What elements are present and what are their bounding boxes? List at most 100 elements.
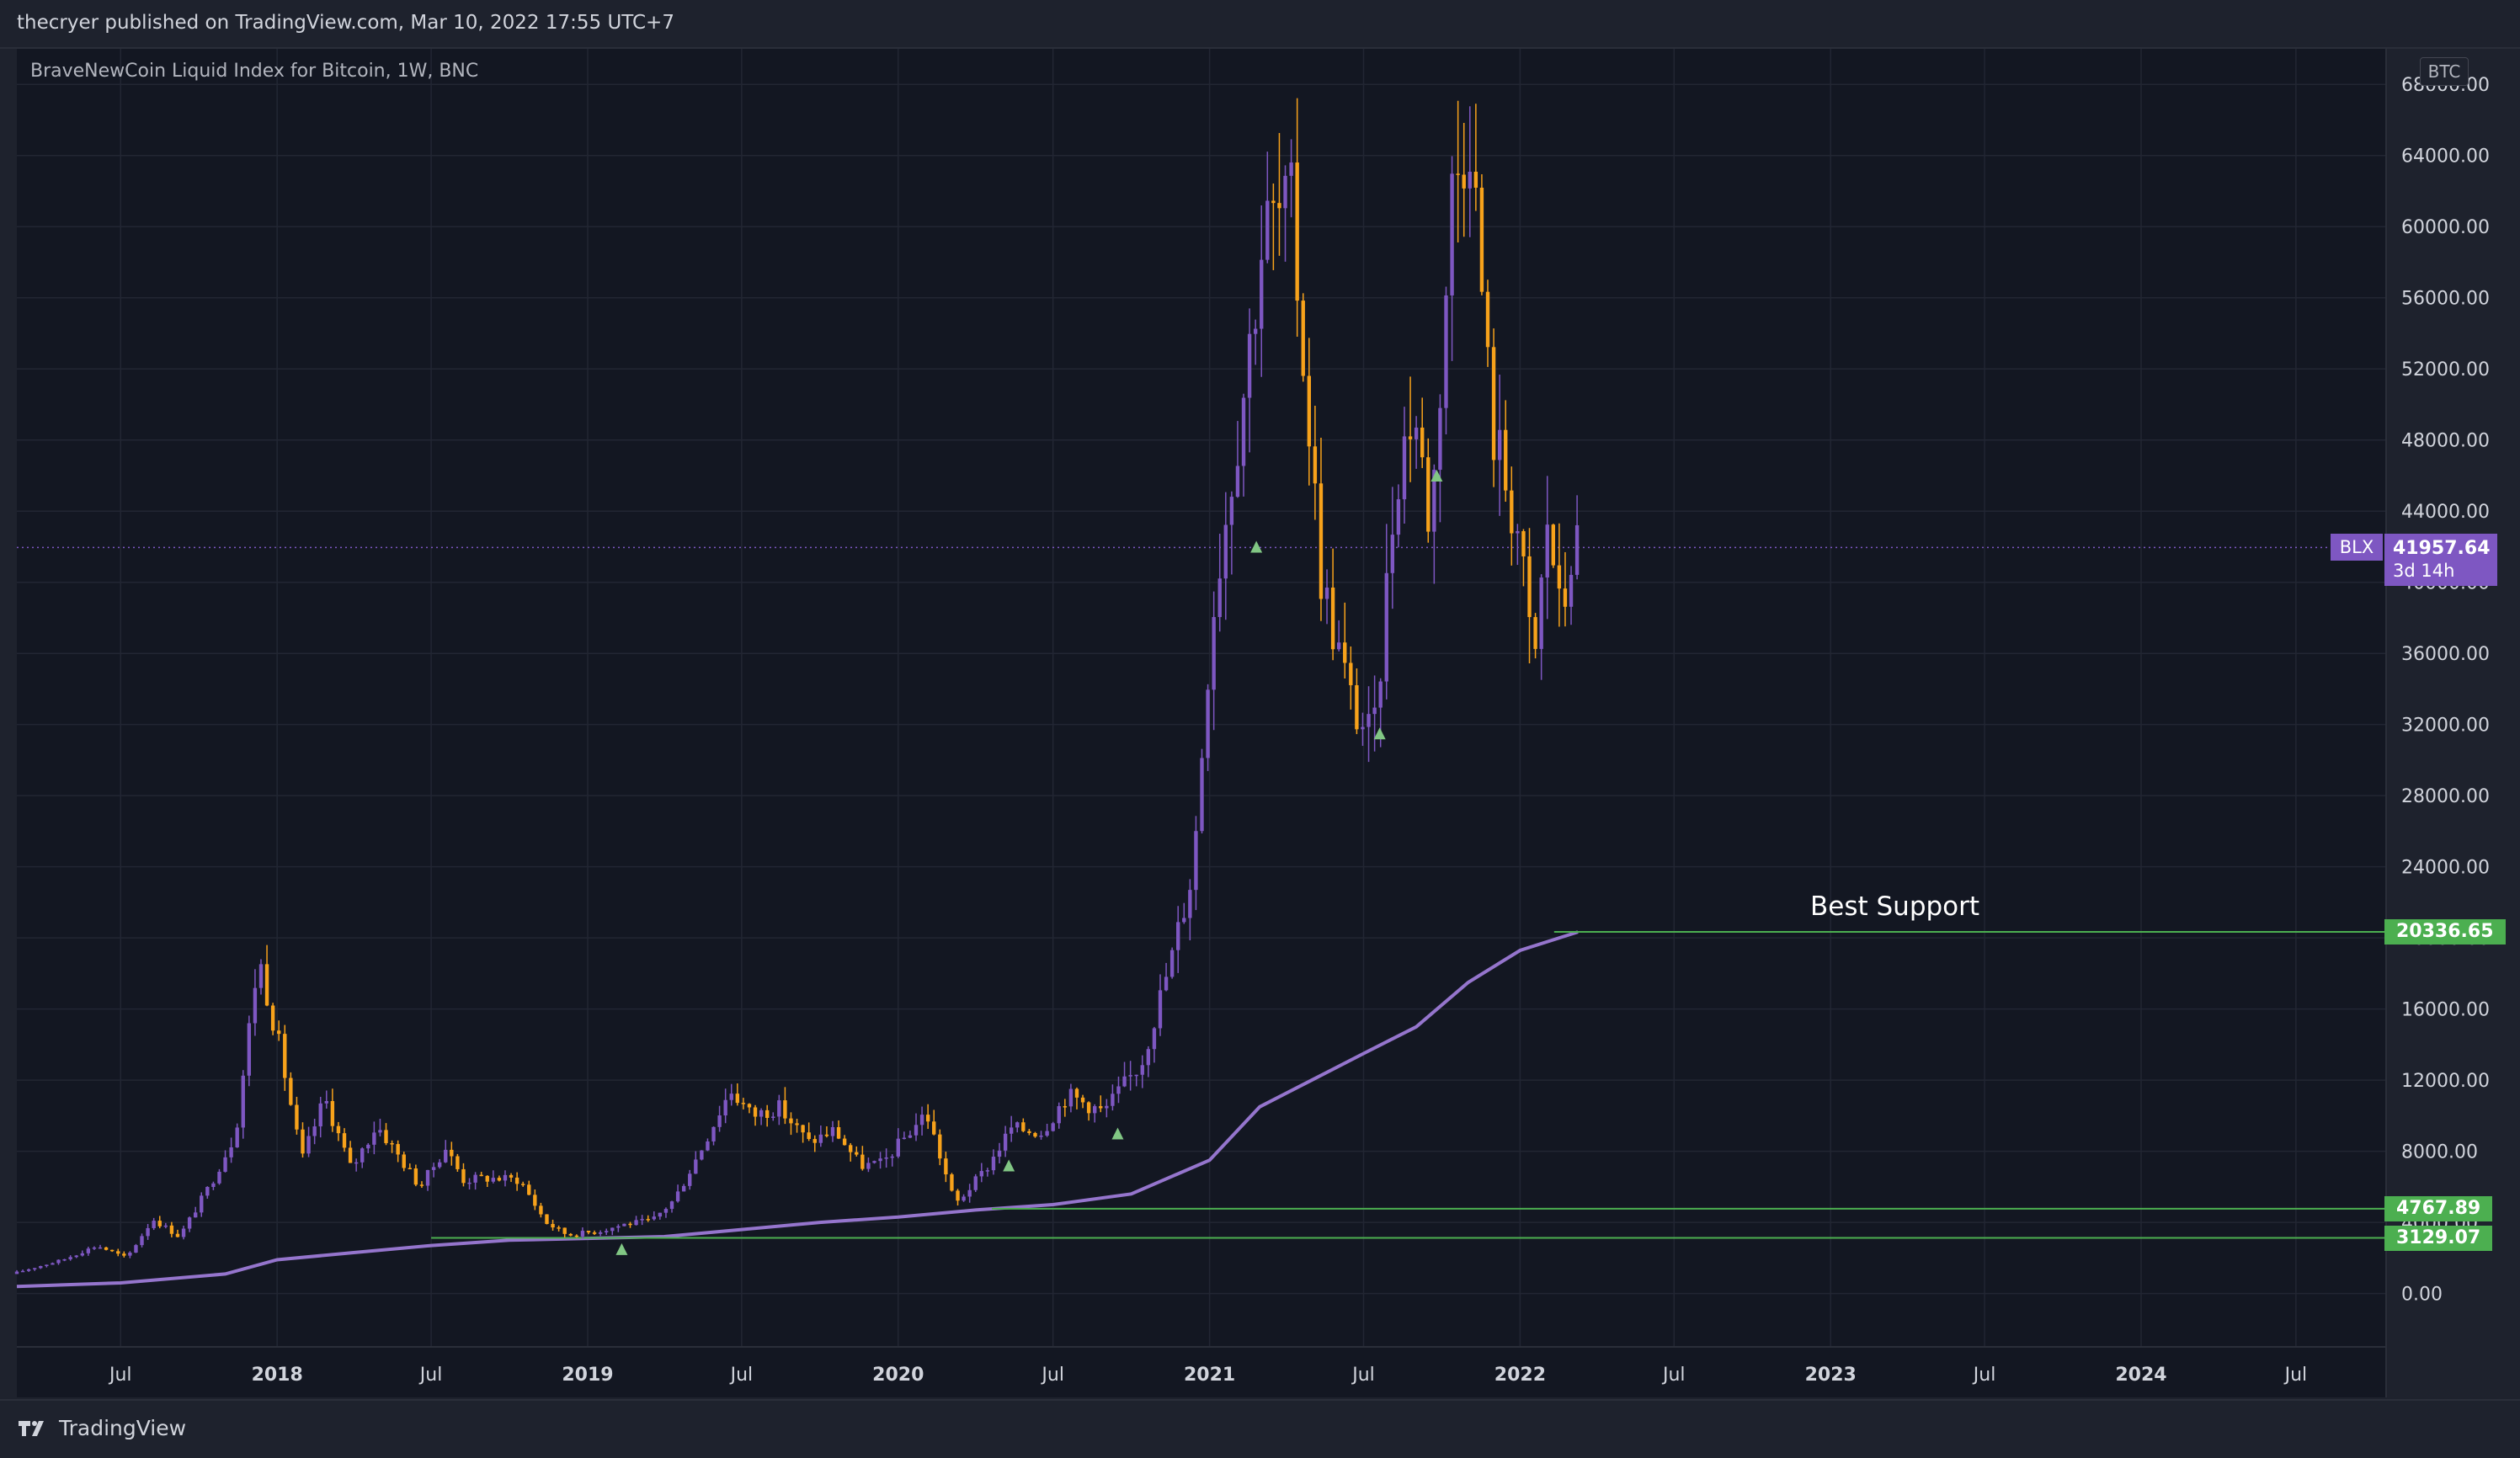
candle-body	[1330, 588, 1335, 650]
candle-body	[557, 1227, 561, 1229]
candle-body	[62, 1258, 67, 1261]
y-tick-label: 52000.00	[2401, 359, 2490, 380]
candle-body	[866, 1163, 871, 1169]
time-scale[interactable]: Jul 2018 Jul 2019 Jul 2020 Jul 2021 Jul 2022 Jul 20…	[108, 1365, 2307, 1386]
candle-body	[723, 1099, 727, 1116]
candle-body	[26, 1269, 31, 1271]
symbol-tag: BLX	[2331, 534, 2383, 561]
candle-body	[777, 1100, 781, 1117]
publisher-info: thecryer published on TradingView.com, M…	[17, 12, 674, 34]
candle-body	[1093, 1106, 1097, 1114]
y-tick-label: 48000.00	[2401, 431, 2490, 452]
candle-body	[86, 1248, 91, 1253]
candle-body	[521, 1184, 525, 1185]
candle-body	[175, 1233, 180, 1237]
candle-body	[640, 1219, 644, 1221]
candle-body	[1557, 565, 1562, 589]
candle-body	[200, 1195, 204, 1213]
candle-body	[80, 1253, 84, 1256]
candle-body	[1247, 333, 1252, 398]
candle-body	[1295, 162, 1299, 301]
candle-body	[1140, 1065, 1144, 1075]
y-tick-label: 24000.00	[2401, 858, 2490, 879]
y-tick-label: 16000.00	[2401, 1000, 2490, 1021]
candle-body	[1563, 588, 1568, 607]
candle-body	[1194, 831, 1198, 891]
candle-body	[1372, 707, 1377, 715]
candle-body	[896, 1138, 900, 1157]
candle-body	[295, 1104, 299, 1130]
candle-body	[753, 1107, 758, 1117]
candle-body	[729, 1094, 733, 1100]
candle-body	[419, 1184, 424, 1186]
candle-body	[1045, 1131, 1049, 1136]
candle-body	[1384, 572, 1388, 682]
candle-body	[431, 1167, 436, 1170]
candle-body	[461, 1168, 466, 1184]
candle-body	[1533, 617, 1537, 649]
candle-body	[1111, 1094, 1115, 1106]
candle-body	[479, 1174, 483, 1177]
candle-body	[1450, 173, 1454, 295]
candle-body	[140, 1236, 144, 1246]
candle-body	[1349, 662, 1353, 685]
candle-body	[884, 1157, 888, 1159]
candle-body	[157, 1221, 162, 1227]
candle-body	[396, 1144, 400, 1155]
candle-body	[1105, 1105, 1109, 1109]
best-support-label[interactable]: Best Support	[1810, 891, 1980, 923]
candle-body	[92, 1247, 97, 1249]
candle-body	[1241, 397, 1246, 466]
candle-body	[878, 1158, 882, 1162]
last-price-value: 41957.64	[2393, 538, 2491, 560]
candle-body	[706, 1141, 710, 1151]
support-price-tag: 3129.07	[2384, 1225, 2493, 1251]
candle-body	[1432, 470, 1436, 532]
candle-body	[914, 1125, 919, 1136]
x-tick-label: Jul	[2283, 1365, 2308, 1386]
candle-body	[456, 1156, 460, 1169]
candle-body	[1521, 530, 1526, 556]
candle-body	[533, 1195, 537, 1206]
candle-body	[1200, 758, 1204, 832]
candle-body	[277, 1030, 281, 1035]
candle-body	[56, 1259, 61, 1264]
candle-body	[1169, 950, 1175, 977]
candle-body	[1414, 427, 1419, 439]
tradingview-logo[interactable]: TradingView	[17, 1416, 186, 1440]
candle-body	[842, 1138, 847, 1146]
brand-name: TradingView	[59, 1416, 187, 1440]
candle-body	[1235, 466, 1240, 498]
candle-body	[1009, 1127, 1014, 1134]
candle-body	[1265, 200, 1270, 260]
candle-body	[1176, 922, 1180, 950]
candle-body	[467, 1182, 472, 1184]
candle-body	[1456, 173, 1460, 175]
candle-body	[795, 1123, 799, 1125]
candle-body	[646, 1219, 650, 1221]
candle-body	[336, 1125, 341, 1134]
candle-body	[741, 1103, 746, 1104]
candle-body	[902, 1137, 907, 1140]
candle-body	[1485, 291, 1490, 348]
candle-body	[509, 1174, 514, 1178]
candle-body	[783, 1100, 787, 1119]
currency-badge[interactable]: BTC	[2420, 57, 2469, 86]
candle-body	[1158, 990, 1163, 1029]
candle-body	[991, 1157, 996, 1171]
price-scale[interactable]: 0.004000.008000.0012000.0016000.0020000.…	[2401, 75, 2490, 1305]
candle-body	[849, 1145, 853, 1152]
candle-body	[39, 1266, 43, 1269]
support-levels[interactable]	[17, 546, 2386, 1239]
candle-body	[1223, 524, 1228, 579]
candle-body	[717, 1115, 722, 1127]
candle-body	[1396, 499, 1401, 535]
x-tick-label: Jul	[729, 1365, 754, 1386]
y-tick-label: 32000.00	[2401, 716, 2490, 737]
y-tick-label: 28000.00	[2401, 786, 2490, 807]
candle-body	[1099, 1106, 1103, 1109]
candle-body	[1229, 497, 1234, 525]
signal-marker-icon	[1003, 1159, 1015, 1172]
candle-body	[318, 1103, 322, 1127]
